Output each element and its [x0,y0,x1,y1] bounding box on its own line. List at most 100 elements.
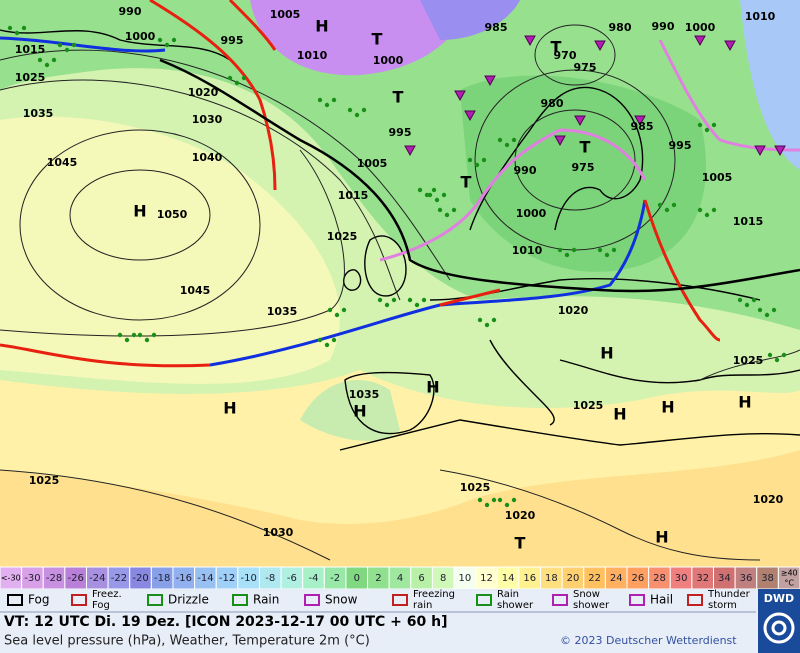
legend-symbol [304,594,320,606]
legend-label: Thunder [707,589,751,600]
rain-symbol [164,42,170,48]
warm-front [643,199,721,342]
isobar-label: 1045 [47,156,78,169]
isobar-label: 1010 [512,244,543,257]
legend-background [0,589,800,653]
weather-symbols [7,25,787,508]
legend-label: Freez. [92,589,122,600]
isobars [0,24,800,561]
scale-label: -16 [176,573,192,584]
scale-label: -6 [287,573,297,584]
isobar-label: 1000 [516,207,547,220]
rain-symbol [327,307,333,313]
rain-symbol [444,212,450,218]
isobar-label: 1045 [180,284,211,297]
rain-symbol [354,112,360,118]
isobar-label: 975 [574,61,597,74]
isobar-label: 1005 [270,8,301,21]
warm-front [228,0,277,51]
rain-symbol [557,247,563,253]
rain-symbol [64,47,70,53]
rain-symbol [484,322,490,328]
isobar-label: 1025 [573,399,604,412]
rain-symbol [151,332,157,338]
rain-symbol [391,297,397,303]
scale-label: -22 [111,573,127,584]
scale-label: 6 [418,573,424,584]
rain-symbol [511,497,517,503]
cool-land [300,380,400,441]
scale-label: 24 [610,573,623,584]
isobar-label: 995 [389,126,412,139]
scale-label: -4 [309,573,319,584]
rain-symbol [757,307,763,313]
rain-symbol [377,297,383,303]
scale-label: 2 [375,573,381,584]
coastline [469,86,644,231]
warm-area [0,450,800,567]
scale-label: 38 [761,573,774,584]
rain-symbol [361,107,367,113]
trough [159,58,800,293]
isobar-label: 990 [119,5,142,18]
high-center: H [600,344,613,363]
weather-legend: Fog Freez.Fog Drizzle Rain Snow FreezingrainR… [7,589,751,611]
isobar-label: 1025 [460,481,491,494]
scale-label: 28 [653,573,666,584]
rain-symbol [157,37,163,43]
rain-symbol [751,297,757,303]
isobar-label: 1000 [685,21,716,34]
very-cold-area [250,0,470,76]
rain-symbol [117,332,123,338]
isobar [69,169,211,261]
snow-symbol [754,145,766,157]
legend-label: Freezing [413,589,455,600]
scale-label: -2 [330,573,340,584]
rain-symbol [37,57,43,63]
scale-label: 34 [718,573,731,584]
coastline [364,235,407,297]
isobar-label: 1020 [753,493,784,506]
isobar [0,149,345,337]
high-center: H [655,528,668,547]
scale-label: -26 [68,573,84,584]
scale-label: 18 [545,573,558,584]
very-cold-area [420,0,520,40]
legend-symbol [71,594,87,606]
isobar-label: 1040 [192,151,223,164]
cold-area [740,0,800,170]
isobar-label: 1020 [505,509,536,522]
snow-symbol [554,135,566,147]
isobar [0,469,331,561]
rain-symbol [437,207,443,213]
rain-symbol [427,192,433,198]
snow-symbol [524,35,536,47]
rain-symbol [774,357,780,363]
rain-symbol [474,162,480,168]
isobar-label: 1025 [327,230,358,243]
legend-label: Drizzle [168,593,209,607]
scale-label: -30 [24,573,40,584]
scale-label: -28 [46,573,62,584]
warm-front [149,0,277,191]
rain-symbol [431,187,437,193]
scale-label: -12 [219,573,235,584]
rain-symbol [317,97,323,103]
rain-symbol [331,337,337,343]
scale-label: <-30 [1,574,21,583]
copyright: © 2023 Deutscher Wetterdienst [560,634,737,647]
scale-label: 4 [397,573,403,584]
rain-symbol [414,302,420,308]
snow-symbol [594,40,606,52]
rain-symbol [481,157,487,163]
rain-symbol [124,337,130,343]
rain-symbol [491,317,497,323]
coastlines [0,29,800,451]
isobar-label: 995 [221,34,244,47]
rain-symbol [334,312,340,318]
map: 990 1000 995 1005 1015 1010 1025 1020 10… [0,0,800,567]
rain-symbol [384,302,390,308]
isobar-label: 1035 [349,388,380,401]
pressure-centers: H H H H H H H H H H T T T T T T [133,17,751,553]
isobar-label: 1015 [733,215,764,228]
